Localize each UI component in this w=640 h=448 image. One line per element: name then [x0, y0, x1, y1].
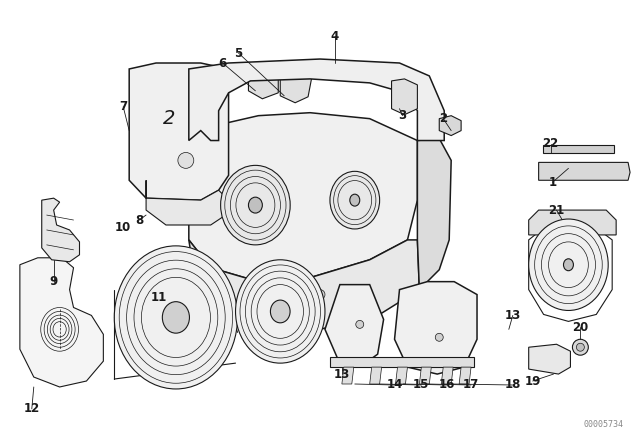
Text: 8: 8 — [135, 214, 143, 227]
Polygon shape — [189, 113, 417, 282]
Text: 3: 3 — [399, 109, 406, 122]
Text: 13: 13 — [333, 367, 350, 380]
Circle shape — [356, 320, 364, 328]
Ellipse shape — [236, 260, 325, 363]
Polygon shape — [280, 66, 312, 103]
Ellipse shape — [330, 171, 380, 229]
Polygon shape — [394, 282, 477, 374]
Polygon shape — [441, 367, 453, 384]
Ellipse shape — [163, 302, 189, 333]
Text: 13: 13 — [505, 309, 521, 322]
Polygon shape — [396, 367, 408, 384]
Text: 1: 1 — [548, 176, 557, 189]
Text: 11: 11 — [151, 291, 167, 304]
Text: 22: 22 — [543, 137, 559, 150]
Text: 18: 18 — [504, 379, 521, 392]
Circle shape — [178, 152, 194, 168]
Text: 12: 12 — [24, 402, 40, 415]
Text: 16: 16 — [439, 379, 456, 392]
Polygon shape — [417, 138, 451, 289]
Polygon shape — [539, 162, 630, 180]
Text: 2: 2 — [163, 109, 175, 128]
Text: 00005734: 00005734 — [583, 420, 623, 429]
Polygon shape — [146, 180, 228, 225]
Text: 5: 5 — [234, 47, 243, 60]
Text: 14: 14 — [387, 379, 403, 392]
Text: 4: 4 — [331, 30, 339, 43]
Polygon shape — [330, 357, 474, 367]
Polygon shape — [529, 344, 570, 374]
Polygon shape — [370, 367, 381, 384]
Polygon shape — [439, 116, 461, 136]
Circle shape — [572, 339, 588, 355]
Polygon shape — [543, 146, 614, 154]
Polygon shape — [342, 367, 354, 384]
Text: 20: 20 — [572, 321, 589, 334]
Polygon shape — [529, 210, 616, 235]
Polygon shape — [392, 79, 417, 115]
Ellipse shape — [350, 194, 360, 206]
Text: 15: 15 — [413, 379, 429, 392]
Text: 10: 10 — [115, 221, 131, 234]
Polygon shape — [325, 284, 383, 367]
Text: 9: 9 — [49, 275, 58, 288]
Polygon shape — [248, 65, 278, 99]
Text: 2: 2 — [439, 112, 447, 125]
Ellipse shape — [529, 219, 608, 310]
Polygon shape — [42, 198, 79, 262]
Polygon shape — [129, 63, 228, 200]
Text: 6: 6 — [218, 56, 227, 69]
Polygon shape — [459, 367, 471, 384]
Circle shape — [315, 289, 325, 300]
Circle shape — [577, 343, 584, 351]
Polygon shape — [419, 367, 431, 384]
Text: 7: 7 — [119, 100, 127, 113]
Polygon shape — [189, 59, 444, 141]
Polygon shape — [189, 240, 419, 332]
Ellipse shape — [248, 197, 262, 213]
Ellipse shape — [271, 300, 290, 323]
Ellipse shape — [221, 165, 290, 245]
Ellipse shape — [563, 259, 573, 271]
Circle shape — [435, 333, 444, 341]
Text: 19: 19 — [525, 375, 541, 388]
Text: 17: 17 — [463, 379, 479, 392]
Text: 21: 21 — [548, 203, 564, 216]
Polygon shape — [20, 258, 103, 387]
Ellipse shape — [115, 246, 237, 389]
